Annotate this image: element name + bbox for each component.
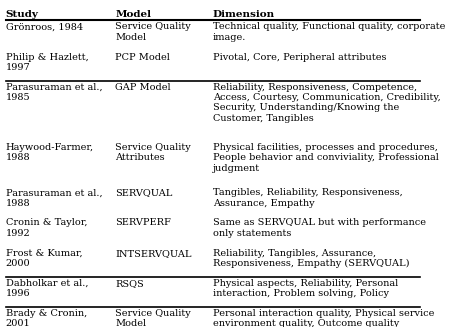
Text: Cronin & Taylor,
1992: Cronin & Taylor, 1992 xyxy=(6,218,87,238)
Text: Parasuraman et al.,
1985: Parasuraman et al., 1985 xyxy=(6,83,102,102)
Text: Physical facilities, processes and procedures,
People behavior and conviviality,: Physical facilities, processes and proce… xyxy=(213,143,438,173)
Text: Technical quality, Functional quality, corporate
image.: Technical quality, Functional quality, c… xyxy=(213,22,445,42)
Text: Grönroos, 1984: Grönroos, 1984 xyxy=(6,22,83,31)
Text: Physical aspects, Reliability, Personal
interaction, Problem solving, Policy: Physical aspects, Reliability, Personal … xyxy=(213,279,398,298)
Text: Pivotal, Core, Peripheral attributes: Pivotal, Core, Peripheral attributes xyxy=(213,53,386,61)
Text: Philip & Hazlett,
1997: Philip & Hazlett, 1997 xyxy=(6,53,88,72)
Text: INTSERVQUAL: INTSERVQUAL xyxy=(116,249,192,258)
Text: Parasuraman et al.,
1988: Parasuraman et al., 1988 xyxy=(6,188,102,208)
Text: Dabholkar et al.,
1996: Dabholkar et al., 1996 xyxy=(6,279,88,298)
Text: SERVPERF: SERVPERF xyxy=(116,218,171,228)
Text: Frost & Kumar,
2000: Frost & Kumar, 2000 xyxy=(6,249,82,268)
Text: GAP Model: GAP Model xyxy=(116,83,171,92)
Text: RSQS: RSQS xyxy=(116,279,144,288)
Text: Model: Model xyxy=(116,10,152,19)
Text: Reliability, Tangibles, Assurance,
Responsiveness, Empathy (SERVQUAL): Reliability, Tangibles, Assurance, Respo… xyxy=(213,249,409,268)
Text: Reliability, Responsiveness, Competence,
Access, Courtesy, Communication, Credib: Reliability, Responsiveness, Competence,… xyxy=(213,83,440,123)
Text: Same as SERVQUAL but with performance
only statements: Same as SERVQUAL but with performance on… xyxy=(213,218,426,238)
Text: Personal interaction quality, Physical service
environment quality, Outcome qual: Personal interaction quality, Physical s… xyxy=(213,309,434,327)
Text: PCP Model: PCP Model xyxy=(116,53,170,61)
Text: Dimension: Dimension xyxy=(213,10,275,19)
Text: Service Quality
Model: Service Quality Model xyxy=(116,309,191,327)
Text: Haywood-Farmer,
1988: Haywood-Farmer, 1988 xyxy=(6,143,94,163)
Text: Service Quality
Attributes: Service Quality Attributes xyxy=(116,143,191,163)
Text: Tangibles, Reliability, Responsiveness,
Assurance, Empathy: Tangibles, Reliability, Responsiveness, … xyxy=(213,188,402,208)
Text: Service Quality
Model: Service Quality Model xyxy=(116,22,191,42)
Text: Brady & Cronin,
2001: Brady & Cronin, 2001 xyxy=(6,309,87,327)
Text: SERVQUAL: SERVQUAL xyxy=(116,188,173,197)
Text: Study: Study xyxy=(6,10,38,19)
